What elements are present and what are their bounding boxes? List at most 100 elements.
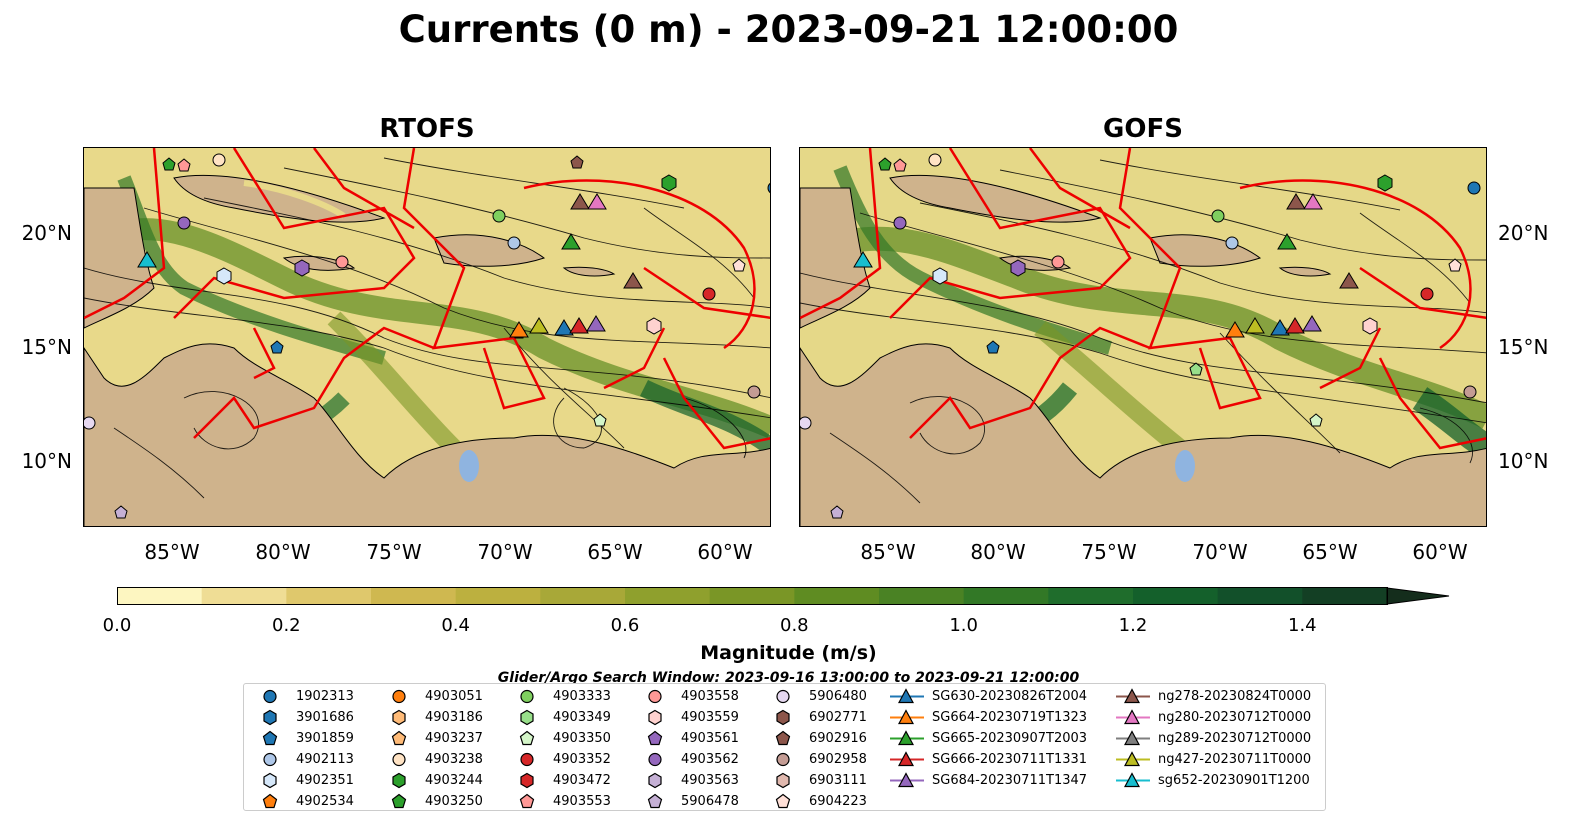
lon-label-65w-gofs: 65°W (1302, 540, 1358, 564)
legend-marker-pentagon-icon (391, 793, 407, 809)
colorbar-tick-label: 0.2 (272, 615, 301, 636)
legend-entry-label: 4903472 (553, 773, 611, 788)
legend-marker-triangle-line-icon (1116, 772, 1150, 788)
colorbar-tick-label: 0.4 (441, 615, 470, 636)
colorbar-label: Magnitude (m/s) (700, 642, 877, 664)
legend-marker-circle-icon (648, 689, 662, 704)
lon-label-70w-gofs: 70°W (1192, 540, 1248, 564)
legend-entry-label: 4903561 (681, 731, 739, 746)
legend-marker-pentagon-icon (262, 793, 278, 809)
lat-label-15-right: 15°N (1498, 335, 1549, 359)
legend-marker-pentagon-icon (519, 730, 535, 746)
legend-entry-label: 5906480 (809, 689, 867, 704)
map-panel-gofs (799, 147, 1487, 527)
legend-marker-triangle-line-icon (890, 772, 924, 788)
colorbar-segment (201, 588, 287, 604)
legend-entry-label: SG666-20230711T1331 (932, 752, 1088, 767)
legend-marker-circle-icon (648, 752, 662, 767)
legend-entry-label: 1902313 (296, 689, 354, 704)
legend-entry-label: ng289-20230712T0000 (1158, 731, 1312, 746)
legend-marker-hexagon-icon (392, 772, 406, 789)
legend-entry-label: 4903352 (553, 752, 611, 767)
lon-label-80w-gofs: 80°W (970, 540, 1026, 564)
colorbar-segment (1133, 588, 1219, 604)
legend-marker-circle-icon (392, 689, 406, 704)
legend-marker-pentagon-icon (775, 793, 791, 809)
lon-label-80w-rtofs: 80°W (255, 540, 311, 564)
lon-label-70w-rtofs: 70°W (477, 540, 533, 564)
legend-entry-label: 4903553 (553, 794, 611, 809)
legend-entry-label: 3901859 (296, 731, 354, 746)
colorbar-segment (371, 588, 457, 604)
lat-label-20-right: 20°N (1498, 221, 1549, 245)
lat-label-10-left: 10°N (21, 449, 72, 473)
search-window-caption: Glider/Argo Search Window: 2023-09-16 13… (497, 670, 1080, 686)
map-gofs (800, 148, 1486, 526)
colorbar-tick-label: 0.0 (102, 615, 132, 636)
legend-entry-label: 4902113 (296, 752, 354, 767)
legend-marker-hexagon-icon (648, 772, 662, 789)
legend-marker-hexagon-icon (392, 709, 406, 726)
colorbar-segment (540, 588, 626, 604)
lon-label-75w-gofs: 75°W (1081, 540, 1137, 564)
legend: 1902313 3901686 3901859 4902113 4902351 49025… (243, 683, 1326, 811)
legend-marker-hexagon-icon (776, 709, 790, 726)
legend-marker-pentagon-icon (391, 730, 407, 746)
lon-label-60w-gofs: 60°W (1412, 540, 1468, 564)
panel-title-gofs: GOFS (1103, 114, 1183, 144)
map-rtofs (84, 148, 770, 526)
legend-marker-triangle-line-icon (890, 709, 924, 725)
legend-entry-label: 4903559 (681, 710, 739, 725)
colorbar-segment (625, 588, 711, 604)
legend-marker-circle-icon (263, 752, 277, 767)
legend-marker-triangle-line-icon (1116, 751, 1150, 767)
colorbar-segment (117, 588, 203, 604)
legend-marker-pentagon-icon (262, 730, 278, 746)
legend-entry-label: 4903558 (681, 689, 739, 704)
legend-entry-label: 4902534 (296, 794, 354, 809)
legend-marker-circle-icon (263, 689, 277, 704)
colorbar-tick-label: 1.4 (1288, 615, 1317, 636)
colorbar-outline (117, 587, 1388, 605)
lon-label-85w-rtofs: 85°W (144, 540, 200, 564)
legend-marker-hexagon-icon (520, 772, 534, 789)
lon-label-85w-gofs: 85°W (860, 540, 916, 564)
legend-entry-label: ng278-20230824T0000 (1158, 689, 1312, 704)
colorbar-segment (794, 588, 880, 604)
colorbar-extend-arrow (1386, 587, 1450, 605)
legend-marker-hexagon-icon (648, 709, 662, 726)
colorbar-segment (879, 588, 965, 604)
legend-marker-triangle-line-icon (1116, 688, 1150, 704)
legend-entry-label: 4903238 (425, 752, 483, 767)
legend-entry-label: 4903051 (425, 689, 483, 704)
legend-entry-label: SG664-20230719T1323 (932, 710, 1088, 725)
legend-marker-hexagon-icon (520, 709, 534, 726)
legend-marker-triangle-line-icon (890, 751, 924, 767)
legend-entry-label: ng280-20230712T0000 (1158, 710, 1312, 725)
panel-title-rtofs: RTOFS (379, 114, 475, 144)
legend-entry-label: 4902351 (296, 773, 354, 788)
colorbar-tick-label: 1.0 (949, 615, 978, 636)
legend-entry-label: 6902771 (809, 710, 867, 725)
legend-marker-circle-icon (776, 689, 790, 704)
legend-entry-label: SG665-20230907T2003 (932, 731, 1088, 746)
legend-entry-label: 6903111 (809, 773, 867, 788)
legend-entry-label: 4903237 (425, 731, 483, 746)
legend-marker-circle-icon (520, 752, 534, 767)
legend-marker-pentagon-icon (775, 730, 791, 746)
legend-entry-label: 6902958 (809, 752, 867, 767)
legend-marker-circle-icon (520, 689, 534, 704)
lon-label-75w-rtofs: 75°W (366, 540, 422, 564)
legend-marker-triangle-line-icon (890, 688, 924, 704)
legend-entry-label: sg652-20230901T1200 (1158, 773, 1310, 788)
map-panel-rtofs (83, 147, 771, 527)
legend-marker-triangle-line-icon (890, 730, 924, 746)
colorbar (117, 587, 1450, 605)
legend-entry-label: 6902916 (809, 731, 867, 746)
legend-entry-label: ng427-20230711T0000 (1158, 752, 1312, 767)
legend-marker-hexagon-icon (776, 772, 790, 789)
legend-marker-triangle-line-icon (1116, 730, 1150, 746)
legend-entry-label: SG630-20230826T2004 (932, 689, 1088, 704)
legend-entry-label: 3901686 (296, 710, 354, 725)
colorbar-tick-label: 0.8 (780, 615, 809, 636)
